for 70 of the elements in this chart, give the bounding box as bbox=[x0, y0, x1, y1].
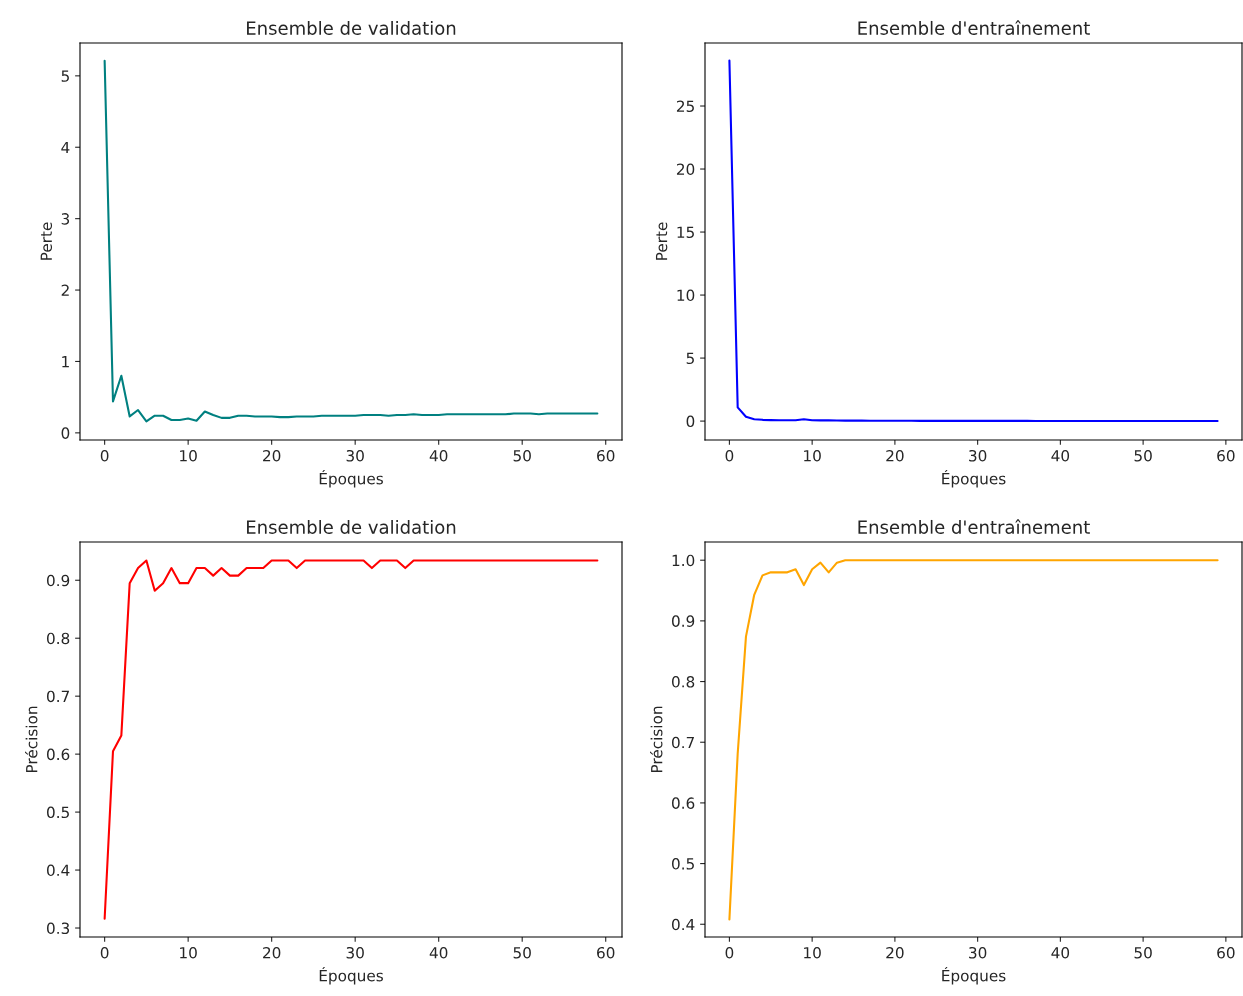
x-tick-label: 30 bbox=[969, 946, 987, 959]
y-tick-label: 4 bbox=[61, 141, 70, 154]
x-tick-label: 60 bbox=[597, 946, 615, 959]
y-tick-label: 2 bbox=[61, 284, 69, 296]
y-tick-label: 0.9 bbox=[671, 615, 695, 627]
x-tick-label: 0 bbox=[100, 946, 109, 959]
x-tick-label: 10 bbox=[804, 946, 821, 959]
x-tick-label: 0 bbox=[100, 449, 109, 462]
y-tick-label: 0.6 bbox=[46, 748, 70, 761]
y-tick-label: 0 bbox=[61, 427, 70, 439]
x-tick-label: 40 bbox=[429, 449, 448, 462]
x-tick-label: 60 bbox=[1217, 946, 1235, 959]
y-axis-title: Précision bbox=[25, 706, 38, 773]
chart-title: Ensemble de validation bbox=[247, 519, 456, 534]
x-axis-title: Époques bbox=[942, 967, 1006, 985]
y-tick-label: 0.4 bbox=[671, 918, 695, 931]
y-tick-label: 0.3 bbox=[46, 922, 70, 935]
x-tick-label: 20 bbox=[263, 946, 281, 959]
x-tick-label: 10 bbox=[180, 946, 197, 959]
y-tick-label: 0.4 bbox=[46, 864, 70, 877]
x-axis-title: Époques bbox=[319, 967, 383, 985]
x-tick-label: 0 bbox=[725, 946, 734, 959]
line-series bbox=[728, 559, 1219, 921]
y-tick-label: 25 bbox=[676, 100, 694, 113]
y-tick-label: 0.6 bbox=[671, 797, 695, 809]
x-tick-label: 60 bbox=[1217, 449, 1235, 462]
x-tick-label: 50 bbox=[1134, 449, 1152, 462]
x-tick-label: 40 bbox=[1051, 449, 1070, 462]
y-tick-label: 20 bbox=[676, 163, 695, 176]
x-axis-title: Époques bbox=[319, 470, 383, 488]
y-tick-label: 5 bbox=[686, 352, 694, 365]
y-tick-label: 0.8 bbox=[46, 632, 70, 645]
line-series bbox=[103, 59, 599, 423]
x-tick-label: 10 bbox=[180, 449, 197, 462]
chart-title: Ensemble d'entraînement bbox=[858, 519, 1090, 534]
x-tick-label: 30 bbox=[346, 946, 364, 959]
y-tick-label: 1.0 bbox=[672, 554, 695, 567]
x-tick-label: 20 bbox=[886, 946, 904, 959]
x-tick-label: 30 bbox=[969, 449, 987, 462]
x-tick-label: 20 bbox=[263, 449, 281, 462]
x-tick-label: 40 bbox=[429, 946, 448, 959]
y-tick-label: 0.5 bbox=[46, 806, 69, 819]
y-tick-label: 0.5 bbox=[671, 858, 694, 870]
y-tick-label: 15 bbox=[677, 226, 694, 239]
x-tick-label: 60 bbox=[597, 449, 615, 462]
y-axis-title: Perte bbox=[40, 222, 53, 260]
line-series bbox=[728, 59, 1219, 423]
x-tick-label: 40 bbox=[1051, 946, 1070, 959]
y-tick-label: 0.7 bbox=[46, 690, 69, 703]
x-tick-label: 50 bbox=[513, 946, 531, 959]
x-tick-label: 20 bbox=[886, 449, 904, 462]
y-tick-label: 5 bbox=[61, 70, 69, 82]
y-tick-label: 0 bbox=[686, 415, 695, 428]
y-tick-label: 0.8 bbox=[671, 676, 695, 688]
chart-title: Ensemble de validation bbox=[247, 20, 456, 35]
y-tick-label: 0.7 bbox=[671, 736, 694, 749]
x-tick-label: 10 bbox=[804, 449, 821, 462]
y-axis-title: Perte bbox=[655, 222, 668, 260]
x-tick-label: 50 bbox=[1134, 946, 1152, 959]
x-tick-label: 30 bbox=[346, 449, 364, 462]
chart-title: Ensemble d'entraînement bbox=[858, 20, 1090, 35]
line-series bbox=[103, 559, 599, 920]
x-tick-label: 50 bbox=[513, 449, 531, 462]
y-tick-label: 0.9 bbox=[46, 574, 70, 587]
y-tick-label: 3 bbox=[61, 213, 70, 225]
x-tick-label: 0 bbox=[725, 449, 734, 462]
y-tick-label: 1 bbox=[62, 356, 69, 368]
y-axis-title: Précision bbox=[650, 706, 663, 773]
y-tick-label: 10 bbox=[677, 289, 695, 302]
x-axis-title: Époques bbox=[942, 470, 1006, 488]
